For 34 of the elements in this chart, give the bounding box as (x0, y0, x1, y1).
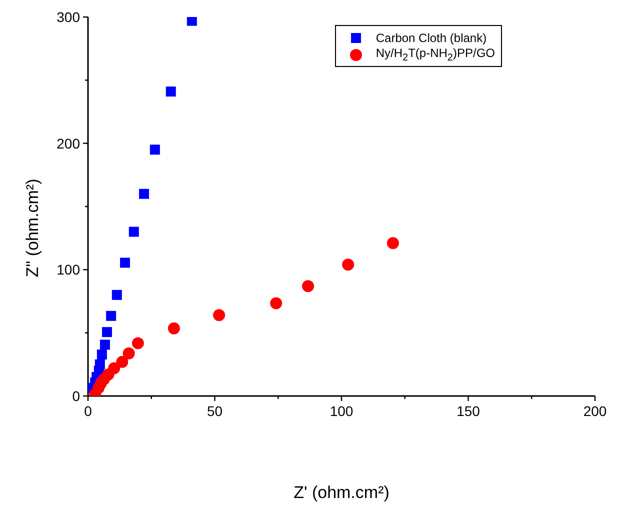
point (128, 226, 139, 237)
x-tick-label: 200 (583, 403, 607, 419)
point (108, 362, 120, 374)
y-tick-label: 200 (56, 135, 80, 152)
point (106, 310, 116, 321)
x-tick-label: 50 (206, 403, 223, 419)
y-tick-label: 300 (56, 9, 80, 25)
point (302, 280, 314, 292)
y-tick-label: 0 (72, 388, 80, 404)
y-tick-label: 100 (56, 262, 80, 278)
point (132, 337, 144, 350)
y-axis-title: Z" (ohm.cm²) (23, 178, 42, 278)
x-tick-label: 0 (84, 403, 92, 419)
point (166, 86, 176, 97)
x-axis-title: Z' (ohm.cm²) (294, 483, 390, 502)
point (116, 356, 128, 368)
point (139, 188, 150, 199)
point (213, 309, 226, 322)
point (120, 258, 130, 268)
legend-label: Carbon Cloth (blank) (376, 30, 487, 44)
point (168, 322, 180, 334)
point (386, 237, 399, 250)
point (102, 327, 112, 338)
x-tick-label: 100 (330, 403, 354, 419)
point (270, 297, 282, 310)
point (342, 258, 354, 271)
legend-label: Ny/H$_{2}$T(p-NH$_{2}$)PP/GO (376, 46, 495, 64)
point (186, 17, 197, 26)
point (150, 144, 160, 155)
x-tick-label: 150 (456, 403, 480, 419)
point (112, 290, 122, 300)
point (100, 340, 110, 350)
point (96, 350, 107, 360)
point (122, 347, 135, 360)
